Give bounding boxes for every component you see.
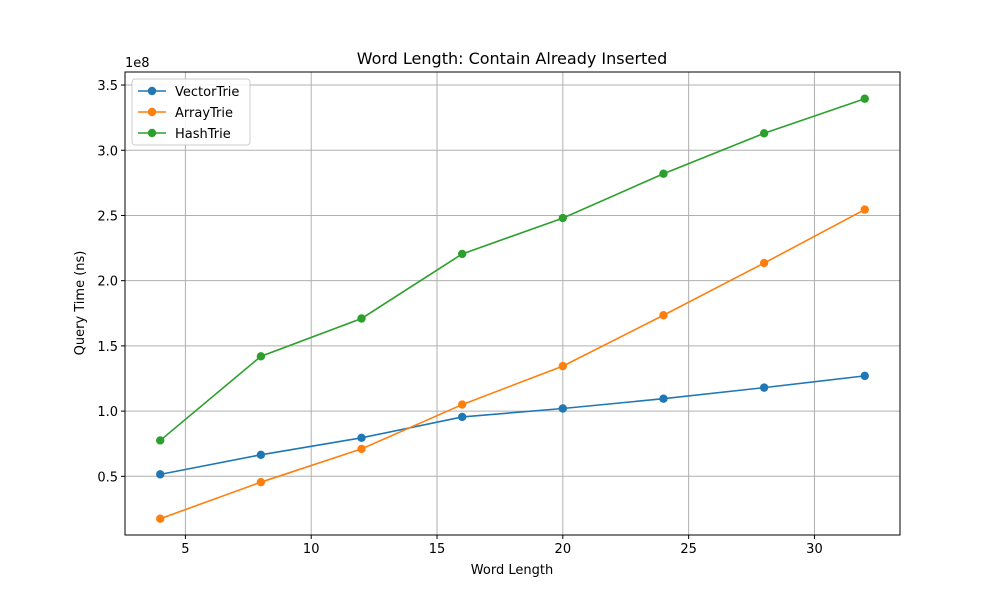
data-point-vectortrie bbox=[256, 450, 266, 459]
data-point-arraytrie bbox=[357, 444, 366, 454]
data-point-hashtrie bbox=[759, 129, 769, 138]
data-point-hashtrie bbox=[256, 352, 266, 361]
data-point-vectortrie bbox=[759, 383, 769, 392]
series-line-hashtrie bbox=[159, 97, 866, 442]
axis-ticks: 5 10 15 20 25 30 0.5 1.0 1.5 2.0 2.5 3.0 3.5 bbox=[97, 79, 822, 557]
legend-box bbox=[131, 78, 251, 146]
series-line-vectortrie bbox=[160, 375, 865, 476]
legend-label-hashtrie: HashTrie bbox=[175, 127, 231, 142]
data-point-vectortrie bbox=[156, 470, 165, 479]
y-axis-offset-label: 1e8 bbox=[125, 56, 150, 71]
y-tick-label: 2.0 bbox=[97, 275, 118, 290]
data-point-arraytrie bbox=[558, 361, 568, 371]
plot-frame bbox=[124, 71, 901, 536]
legend-entry-arraytrie: ArrayTrie bbox=[138, 106, 233, 121]
data-point-hashtrie bbox=[457, 249, 467, 259]
x-axis-label: Word Length bbox=[471, 563, 553, 578]
y-axis-label: Query Time (ns) bbox=[73, 251, 88, 356]
data-point-hashtrie bbox=[357, 314, 366, 323]
y-tick-label: 2.5 bbox=[97, 209, 118, 224]
x-tick-label: 20 bbox=[555, 542, 572, 557]
data-point-vectortrie bbox=[357, 433, 366, 443]
legend-marker-hashtrie bbox=[147, 128, 157, 138]
y-tick-label: 3.5 bbox=[97, 79, 118, 94]
y-tick-label: 0.5 bbox=[97, 470, 118, 485]
x-tick-label: 15 bbox=[429, 542, 446, 557]
data-point-vectortrie bbox=[457, 412, 467, 422]
legend-entry-hashtrie: HashTrie bbox=[138, 127, 231, 142]
series-vectortrie bbox=[156, 371, 869, 479]
x-tick-label: 10 bbox=[303, 542, 320, 557]
data-point-hashtrie bbox=[659, 169, 668, 178]
legend-label-arraytrie: ArrayTrie bbox=[175, 106, 233, 121]
y-tick-label: 1.5 bbox=[97, 340, 118, 355]
data-point-arraytrie bbox=[256, 477, 266, 487]
legend-marker-arraytrie bbox=[147, 107, 157, 117]
x-tick-label: 30 bbox=[806, 542, 823, 557]
legend-entry-vectortrie: VectorTrie bbox=[138, 85, 239, 100]
data-point-arraytrie bbox=[156, 514, 165, 523]
series-group bbox=[156, 94, 869, 523]
data-point-vectortrie bbox=[659, 394, 668, 403]
data-point-arraytrie bbox=[659, 311, 668, 320]
x-tick-label: 25 bbox=[680, 542, 697, 557]
grid bbox=[125, 72, 900, 535]
y-tick-label: 3.0 bbox=[97, 144, 118, 159]
data-point-arraytrie bbox=[457, 400, 467, 409]
legend-marker-vectortrie bbox=[147, 86, 157, 96]
data-point-arraytrie bbox=[759, 258, 769, 268]
legend-label-vectortrie: VectorTrie bbox=[175, 85, 239, 100]
data-point-vectortrie bbox=[860, 371, 869, 381]
series-arraytrie bbox=[156, 205, 869, 523]
data-point-vectortrie bbox=[558, 404, 568, 413]
x-tick-label: 5 bbox=[181, 542, 189, 557]
data-point-hashtrie bbox=[558, 213, 568, 223]
chart-title: Word Length: Contain Already Inserted bbox=[357, 49, 668, 68]
data-point-arraytrie bbox=[860, 205, 869, 214]
series-line-arraytrie bbox=[159, 208, 866, 520]
series-hashtrie bbox=[156, 94, 869, 445]
y-tick-label: 1.0 bbox=[97, 405, 118, 420]
legend: VectorTrie ArrayTrie HashTrie bbox=[131, 78, 251, 146]
data-point-hashtrie bbox=[156, 436, 165, 445]
data-point-hashtrie bbox=[860, 94, 869, 103]
